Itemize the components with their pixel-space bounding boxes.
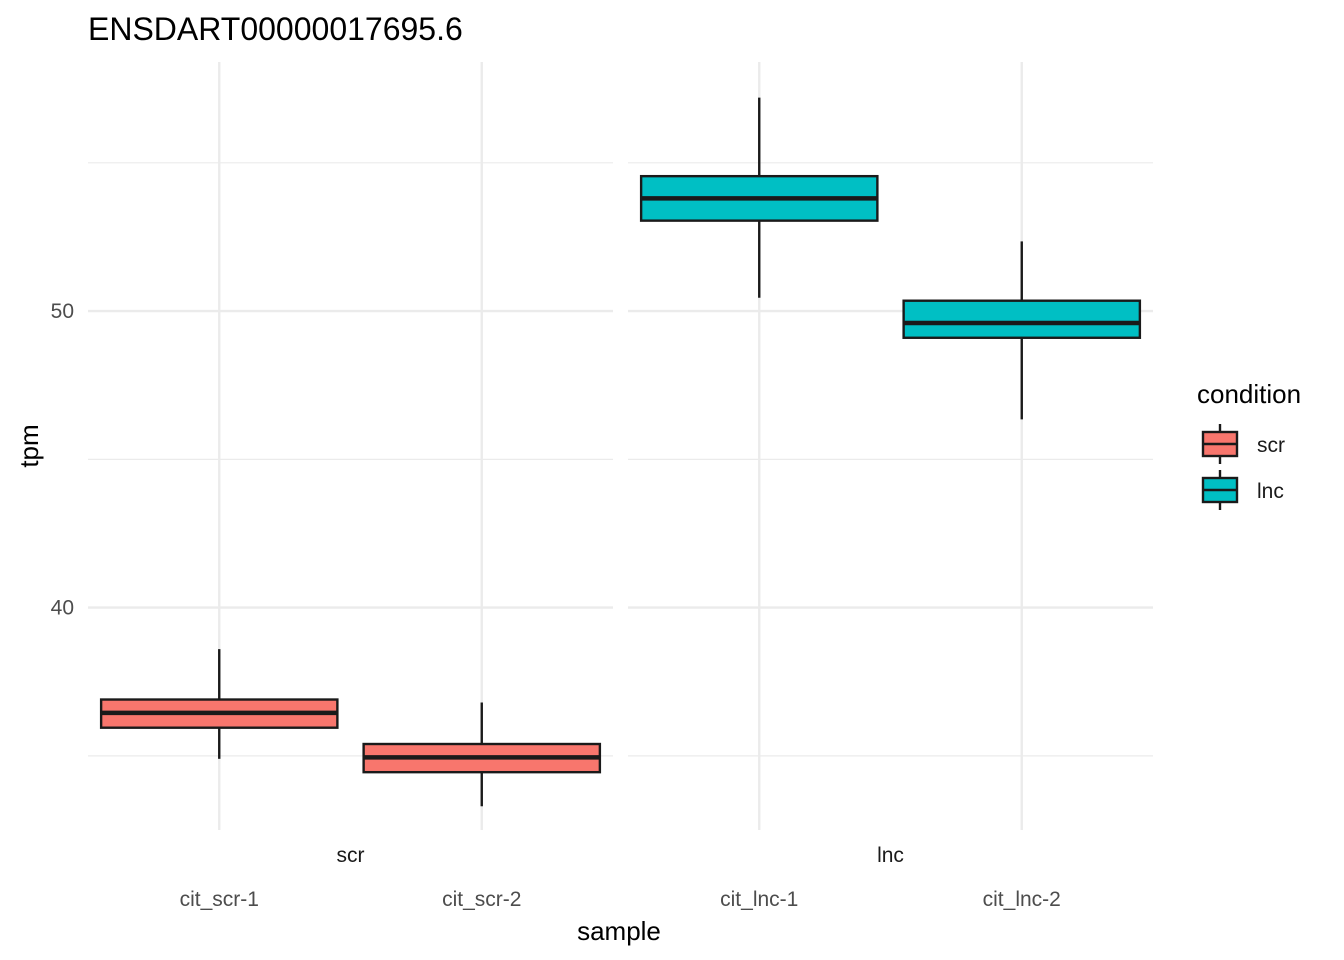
facet-panel-lnc: lnc cit_lnc-1 cit_lnc-2 <box>628 62 1153 911</box>
legend-key-scr: scr <box>1201 424 1285 464</box>
x-axis-title: sample <box>577 916 661 946</box>
plot-panels: scr cit_scr-1 cit_scr-2 lnc cit_lnc-1 cit_lnc… <box>88 62 1153 911</box>
y-tick-label: 40 <box>51 597 74 620</box>
facet-strip-label: lnc <box>877 844 904 867</box>
legend-key-lnc: lnc <box>1201 470 1284 510</box>
box-cit_scr-1 <box>99 649 339 759</box>
box-cit_scr-2 <box>362 702 602 807</box>
legend-title: condition <box>1197 379 1301 409</box>
legend-keys: scr lnc <box>1201 424 1285 510</box>
chart-title: ENSDART00000017695.6 <box>88 11 463 47</box>
legend-label: scr <box>1257 434 1285 457</box>
x-tick-label: cit_scr-1 <box>180 888 259 911</box>
x-tick-label: cit_lnc-1 <box>720 888 798 911</box>
facet-panel-scr: scr cit_scr-1 cit_scr-2 <box>88 62 613 911</box>
y-axis-title: tpm <box>14 424 44 467</box>
x-tick-label: cit_scr-2 <box>442 888 521 911</box>
legend: condition scr lnc <box>1197 379 1301 510</box>
box-cit_lnc-1 <box>639 97 879 298</box>
x-tick-label: cit_lnc-2 <box>983 888 1061 911</box>
legend-label: lnc <box>1257 480 1284 503</box>
box-cit_lnc-2 <box>902 241 1142 420</box>
y-tick-label: 50 <box>51 300 74 323</box>
box-body <box>902 299 1142 339</box>
facet-strip-label: scr <box>337 844 365 867</box>
y-axis-ticks: 40 50 <box>51 300 74 620</box>
